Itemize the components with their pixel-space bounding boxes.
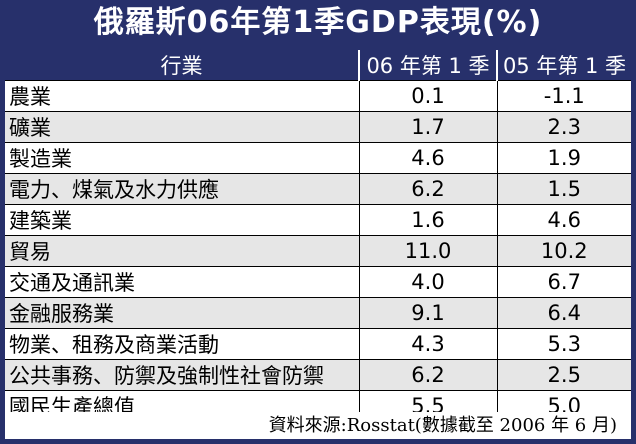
industry-cell: 物業、租務及商業活動 (5, 328, 360, 360)
column-header-q1-2005: 05 年第 1 季 (497, 50, 631, 81)
industry-cell: 公共事務、防禦及強制性社會防禦 (5, 359, 360, 391)
industry-cell: 農業 (5, 80, 360, 112)
table-row: 電力、煤氣及水力供應 6.2 1.5 (5, 173, 631, 205)
table-row: 建築業 1.6 4.6 (5, 204, 631, 236)
industry-cell: 礦業 (5, 111, 360, 143)
table-row: 金融服務業 9.1 6.4 (5, 297, 631, 329)
table-row: 公共事務、防禦及強制性社會防禦 6.2 2.5 (5, 359, 631, 391)
q1-2006-value-cell: 4.6 (358, 142, 498, 174)
q1-2005-value-cell: 2.5 (496, 359, 631, 391)
q1-2006-value-cell: 6.2 (358, 173, 498, 205)
gdp-table: 行業 06 年第 1 季 05 年第 1 季 農業 0.1 -1.1 礦業 1.7 2.3… (5, 50, 631, 422)
source-note: 資料來源:Rosstat(數據截至 2006 年 6 月) (5, 412, 631, 439)
table-row: 礦業 1.7 2.3 (5, 111, 631, 143)
table-row: 物業、租務及商業活動 4.3 5.3 (5, 328, 631, 360)
industry-cell: 建築業 (5, 204, 360, 236)
q1-2005-value-cell: 1.5 (496, 173, 631, 205)
q1-2006-value-cell: 4.3 (358, 328, 498, 360)
q1-2005-value-cell: 5.3 (496, 328, 631, 360)
table-row: 貿易 11.0 10.2 (5, 235, 631, 267)
column-header-q1-2006: 06 年第 1 季 (359, 50, 498, 81)
q1-2005-value-cell: 6.7 (496, 266, 631, 298)
q1-2006-value-cell: 11.0 (358, 235, 498, 267)
q1-2005-value-cell: -1.1 (496, 80, 631, 112)
q1-2006-value-cell: 9.1 (358, 297, 498, 329)
q1-2006-value-cell: 4.0 (358, 266, 498, 298)
industry-cell: 交通及通訊業 (5, 266, 360, 298)
industry-cell: 製造業 (5, 142, 360, 174)
chart-title: 俄羅斯06年第1季GDP表現(%) (93, 5, 543, 40)
table-row: 農業 0.1 -1.1 (5, 80, 631, 112)
q1-2005-value-cell: 1.9 (496, 142, 631, 174)
column-header-industry: 行業 (5, 50, 360, 81)
table-header-row: 行業 06 年第 1 季 05 年第 1 季 (5, 50, 631, 81)
q1-2006-value-cell: 1.6 (358, 204, 498, 236)
table-row: 製造業 4.6 1.9 (5, 142, 631, 174)
q1-2006-value-cell: 0.1 (358, 80, 498, 112)
q1-2006-value-cell: 1.7 (358, 111, 498, 143)
table-row: 交通及通訊業 4.0 6.7 (5, 266, 631, 298)
q1-2005-value-cell: 4.6 (496, 204, 631, 236)
q1-2006-value-cell: 6.2 (358, 359, 498, 391)
q1-2005-value-cell: 6.4 (496, 297, 631, 329)
table-body: 農業 0.1 -1.1 礦業 1.7 2.3 製造業 4.6 1.9 電力、煤氣及水力供應 6.2 1… (5, 80, 631, 422)
q1-2005-value-cell: 10.2 (496, 235, 631, 267)
industry-cell: 貿易 (5, 235, 360, 267)
industry-cell: 電力、煤氣及水力供應 (5, 173, 360, 205)
industry-cell: 金融服務業 (5, 297, 360, 329)
q1-2005-value-cell: 2.3 (496, 111, 631, 143)
